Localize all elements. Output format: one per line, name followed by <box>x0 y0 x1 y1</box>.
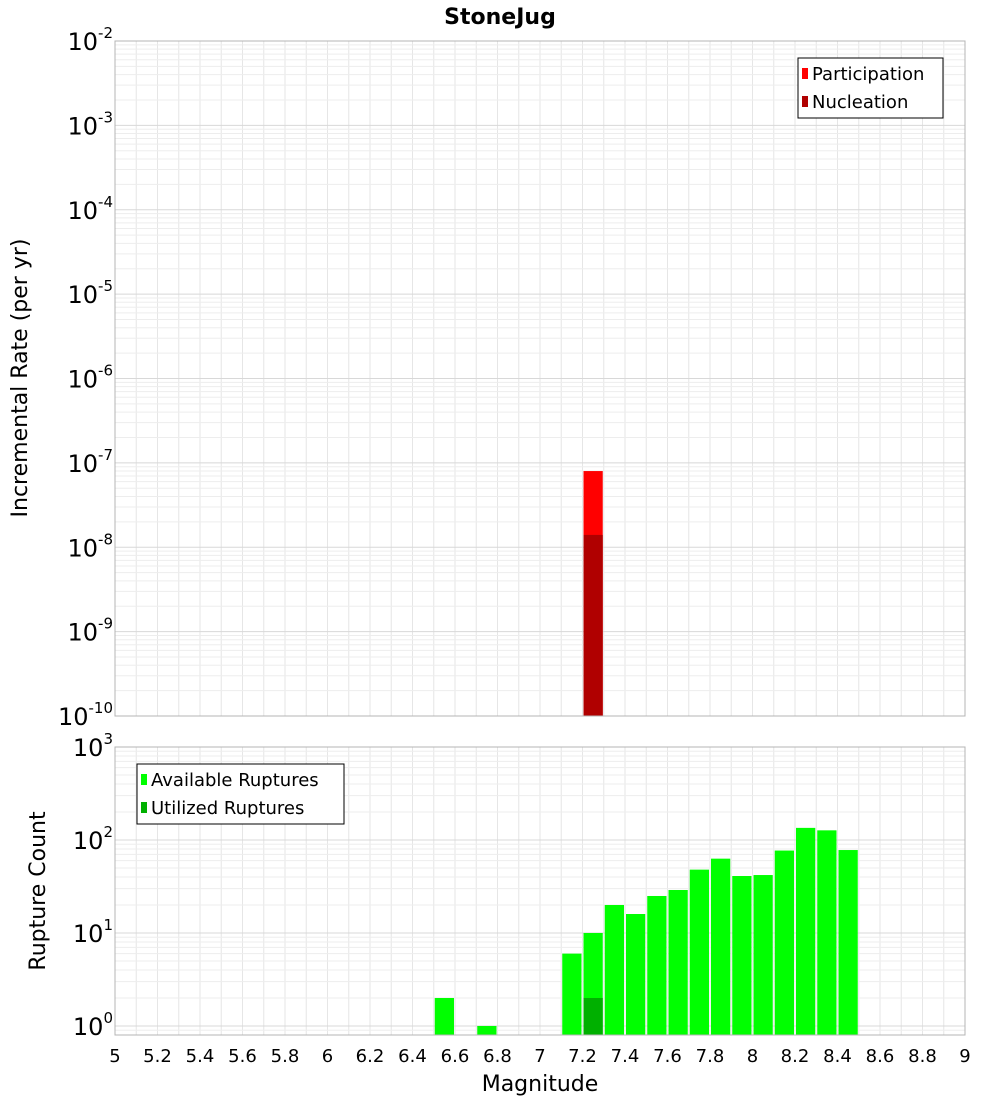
legend-box <box>136 763 345 825</box>
chart-title: StoneJug <box>444 5 556 30</box>
x-tick-label: 6.2 <box>356 1046 385 1067</box>
y-axis-label: Incremental Rate (per yr) <box>8 239 33 518</box>
x-tick-label: 6.8 <box>483 1046 512 1067</box>
y-tick-label: 10-10 <box>58 699 113 731</box>
y-tick-label: 101 <box>73 916 113 948</box>
y-tick-label: 10-3 <box>67 108 113 140</box>
y-tick-label: 10-8 <box>67 530 113 562</box>
count-bar-available-ruptures <box>562 953 582 1035</box>
count-bar-available-ruptures <box>647 895 667 1035</box>
x-tick-label: 6.4 <box>398 1046 427 1067</box>
count-bar-available-ruptures <box>817 830 837 1035</box>
count-bar-available-ruptures <box>477 1025 497 1035</box>
x-tick-label: 7.6 <box>653 1046 682 1067</box>
legend-label: Available Ruptures <box>151 770 319 791</box>
count-bar-available-ruptures <box>796 827 816 1035</box>
count-bar-available-ruptures <box>838 850 858 1035</box>
x-tick-label: 6 <box>322 1046 333 1067</box>
legend-swatch <box>141 774 147 785</box>
x-tick-label: 7.8 <box>696 1046 725 1067</box>
legend-swatch <box>802 96 808 107</box>
count-legend: Available Ruptures Utilized Ruptures <box>136 763 345 825</box>
y-tick-label: 10-2 <box>67 24 113 56</box>
legend-swatch <box>141 802 147 813</box>
y-tick-label: 10-7 <box>67 446 113 478</box>
count-bar-available-ruptures <box>626 914 646 1035</box>
count-bar-available-ruptures <box>711 858 731 1035</box>
rupture-count-panel: 103 102 101 100 Rupture Count Available Ruptu… <box>26 730 971 1067</box>
rate-panel: 10-2 10-3 10-4 10-5 10-6 10-7 10-8 10-9 10-10 Inc… <box>8 24 966 731</box>
x-tick-label: 5.4 <box>186 1046 215 1067</box>
x-tick-label: 6.6 <box>441 1046 470 1067</box>
count-bar-available-ruptures <box>753 875 773 1035</box>
plot-frame <box>114 40 966 717</box>
x-tick-label: 5.6 <box>228 1046 257 1067</box>
rate-bar-nucleation <box>583 534 603 716</box>
count-bar-utilized-ruptures <box>583 997 603 1035</box>
y-tick-label: 10-9 <box>67 615 113 647</box>
legend-swatch <box>802 68 808 79</box>
count-bar-available-ruptures <box>732 876 752 1035</box>
legend-label: Utilized Ruptures <box>151 798 304 819</box>
count-bar-available-ruptures <box>689 869 709 1035</box>
count-bar-available-ruptures <box>774 850 794 1035</box>
legend-label: Participation <box>812 64 924 85</box>
count-bar-available-ruptures <box>668 889 688 1035</box>
plot-frame <box>114 746 966 1036</box>
y-tick-label: 10-5 <box>67 277 113 309</box>
x-tick-label: 7.2 <box>568 1046 597 1067</box>
x-tick-label: 7.4 <box>611 1046 640 1067</box>
x-tick-label: 8.4 <box>823 1046 852 1067</box>
x-tick-label: 9 <box>959 1046 970 1067</box>
y-tick-label: 103 <box>73 730 113 762</box>
x-tick-label: 8.2 <box>781 1046 810 1067</box>
y-axis-label: Rupture Count <box>26 811 51 971</box>
y-tick-label: 10-6 <box>67 362 113 394</box>
legend-label: Nucleation <box>812 92 908 113</box>
legend-box <box>797 57 944 119</box>
x-tick-label: 8.8 <box>908 1046 937 1067</box>
rate-legend: Participation Nucleation <box>797 57 944 119</box>
x-tick-label: 5.8 <box>271 1046 300 1067</box>
count-bar-available-ruptures <box>604 904 624 1035</box>
x-tick-label: 7 <box>534 1046 545 1067</box>
x-axis-label: Magnitude <box>482 1072 599 1097</box>
x-tick-label: 5 <box>109 1046 120 1067</box>
y-tick-label: 102 <box>73 823 113 855</box>
x-tick-label: 5.2 <box>143 1046 172 1067</box>
x-tick-label: 8 <box>747 1046 758 1067</box>
y-tick-label: 10-4 <box>67 193 113 225</box>
x-tick-label: 8.6 <box>866 1046 895 1067</box>
y-tick-label: 100 <box>73 1009 113 1041</box>
count-bar-available-ruptures <box>434 997 454 1035</box>
